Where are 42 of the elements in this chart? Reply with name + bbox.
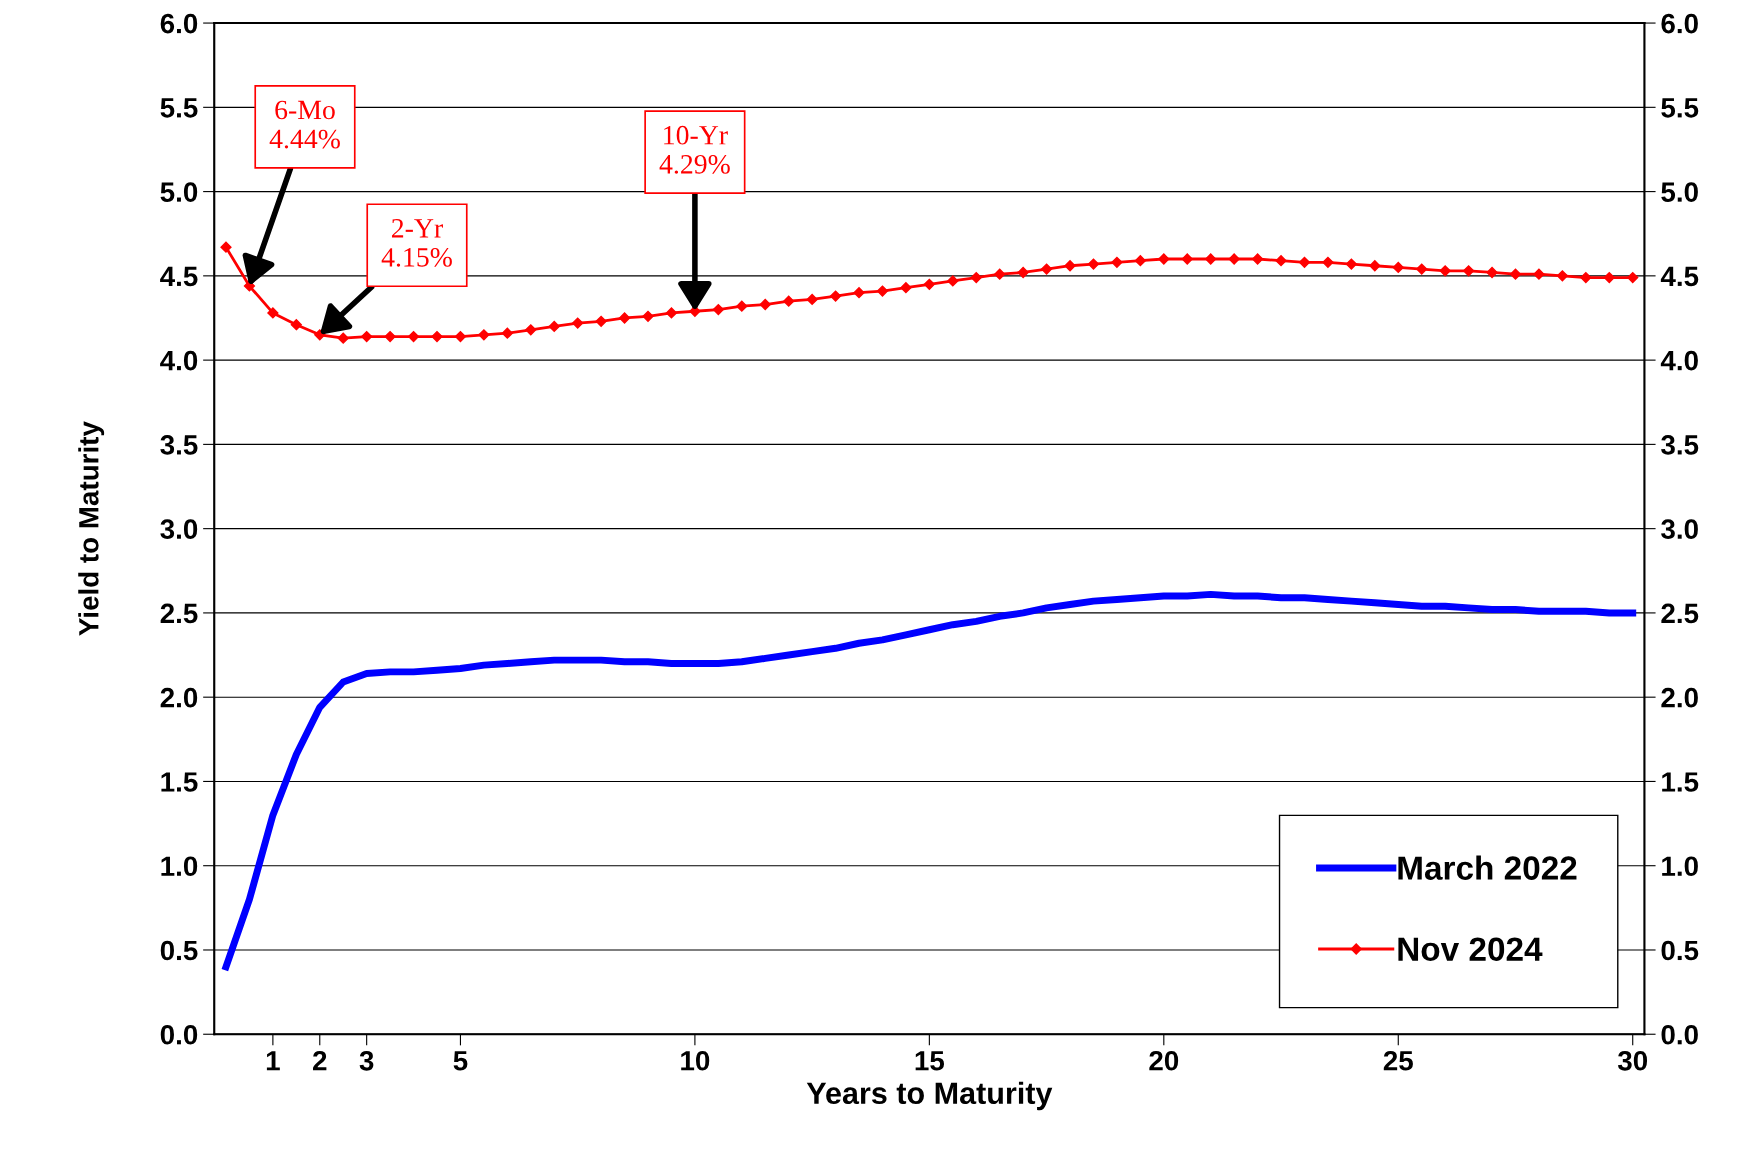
y-tick-label: 2.5 [160,603,198,624]
y2-tick-label: 1.5 [1662,772,1699,792]
x-tick-label: 15 [915,1051,945,1071]
legend-label: March 2022 [1398,855,1577,880]
legend-label: Nov 2024 [1398,937,1543,961]
y-tick-label: 1.0 [161,856,198,877]
annotation: 6-Mo 4.44% [269,100,340,149]
y-axis-title: Yield to Maturity [78,421,105,636]
x-axis-title: Years to Maturity [806,1081,1053,1111]
y-tick-label: 0.0 [160,1024,198,1045]
y2-tick-label: 2.0 [1661,687,1698,708]
y2-tick-label: 0.0 [1661,1024,1698,1045]
y-tick-label: 5.0 [160,182,198,202]
x-tick-label: 30 [1617,1050,1648,1071]
y-tick-label: 5.5 [160,98,198,118]
x-tick-label: 20 [1149,1050,1179,1071]
y-tick-label: 6.0 [160,13,198,34]
y2-tick-label: 0.5 [1661,940,1699,961]
y2-tick-label: 5.5 [1661,98,1699,118]
y-tick-label: 2.0 [160,687,198,708]
y-tick-label: 3.5 [160,435,198,455]
y2-tick-label: 4.5 [1660,266,1699,287]
y-tick-label: 4.5 [160,266,198,287]
y-tick-label: 1.5 [161,772,198,792]
y2-tick-label: 1.0 [1662,856,1698,877]
annotation: 10-Yr 4.29% [659,125,730,174]
y2-tick-label: 6.0 [1661,13,1698,34]
x-tick-label: 25 [1383,1050,1413,1071]
annotation: 2-Yr 4.15% [381,218,452,267]
y2-tick-label: 5.0 [1661,182,1698,202]
x-tick-label: 10 [681,1050,710,1071]
x-tick-label: 2 [313,1050,327,1071]
y-tick-label: 4.0 [160,350,198,371]
y2-tick-label: 2.5 [1661,603,1699,624]
x-tick-label: 3 [359,1050,374,1071]
x-tick-label: 1 [266,1051,280,1071]
x-tick-label: 5 [453,1051,468,1071]
y2-tick-label: 3.0 [1661,519,1698,540]
y2-tick-label: 4.0 [1660,350,1698,371]
y2-tick-label: 3.5 [1661,435,1699,455]
y-tick-label: 0.5 [160,940,198,961]
y-tick-label: 3.0 [160,519,198,540]
